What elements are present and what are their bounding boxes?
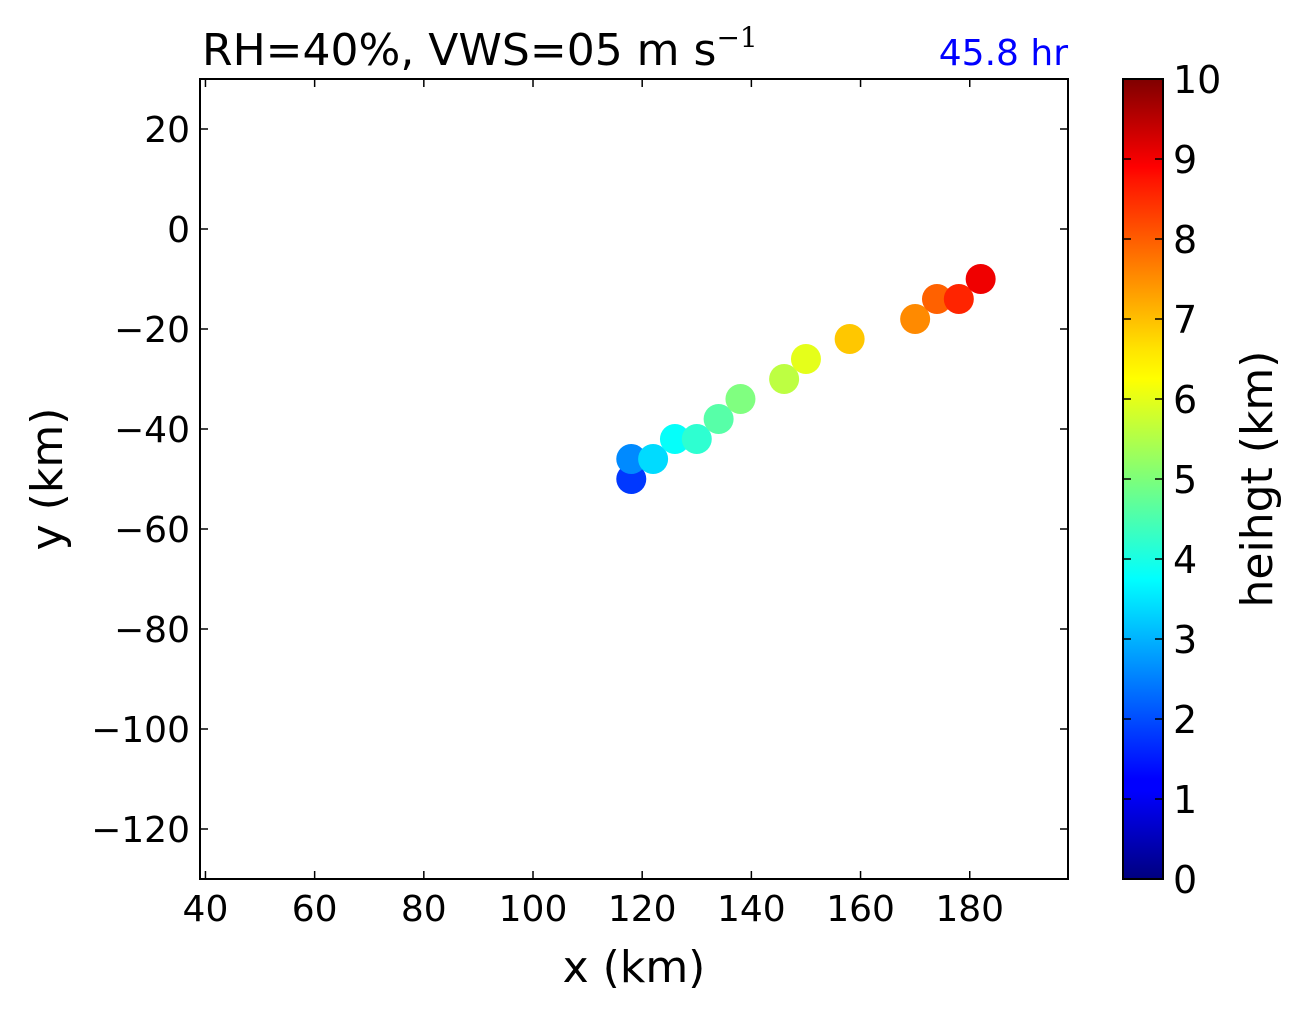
x-tick-label: 140 xyxy=(717,889,786,930)
y-tick-label: −40 xyxy=(114,410,190,451)
x-tick-label: 80 xyxy=(401,889,447,930)
scatter-point xyxy=(769,364,800,394)
scatter-point xyxy=(834,324,865,354)
time-annotation: 45.8 hr xyxy=(939,33,1068,74)
colorbar-label: heihgt (km) xyxy=(1232,351,1283,608)
colorbar-ticks: 0 1 2 3 4 5 6 7 8 9 10 xyxy=(1123,58,1221,902)
colorbar-tick-label: 4 xyxy=(1173,538,1197,582)
chart-title-main: RH=40%, VWS=05 m s xyxy=(202,25,716,76)
y-tick-label: 0 xyxy=(167,210,190,251)
x-axis-label: x (km) xyxy=(563,942,706,993)
scatter-point xyxy=(965,264,996,294)
x-tick-label: 60 xyxy=(292,889,338,930)
colorbar-tick-label: 8 xyxy=(1173,218,1197,262)
colorbar-tick-label: 10 xyxy=(1173,58,1221,102)
scatter-point xyxy=(921,284,952,314)
x-tick-label: 40 xyxy=(183,889,229,930)
scatter-point xyxy=(616,444,647,474)
x-tick-label: 180 xyxy=(935,889,1004,930)
x-axis-ticks: 40 60 80 100 120 140 160 180 xyxy=(183,79,1004,930)
scatter-point xyxy=(790,344,821,374)
colorbar-tick-label: 3 xyxy=(1173,618,1197,662)
y-tick-label: 20 xyxy=(144,110,190,151)
scatter-point xyxy=(900,304,931,334)
colorbar-tick-label: 6 xyxy=(1173,378,1197,422)
colorbar-tick-label: 9 xyxy=(1173,138,1197,182)
x-tick-label: 120 xyxy=(608,889,677,930)
scatter-point xyxy=(943,284,974,314)
colorbar-tick-label: 1 xyxy=(1173,778,1197,822)
scatter-point xyxy=(681,424,712,454)
y-axis-label: y (km) xyxy=(22,408,73,551)
x-tick-label: 100 xyxy=(499,889,568,930)
colorbar-tick-label: 2 xyxy=(1173,698,1197,742)
y-tick-label: −60 xyxy=(114,510,190,551)
y-tick-label: −80 xyxy=(114,610,190,651)
y-tick-label: −100 xyxy=(91,710,190,751)
plot-frame xyxy=(199,78,1069,880)
scatter-points xyxy=(616,264,996,494)
scatter-point xyxy=(725,384,756,414)
colorbar-tick-label: 7 xyxy=(1173,298,1197,342)
scatter-point xyxy=(703,404,734,434)
y-axis-ticks: 20 0 −20 −40 −60 −80 −100 −120 xyxy=(91,110,1068,851)
y-tick-label: −120 xyxy=(91,810,190,851)
scatter-point xyxy=(638,444,669,474)
scatter-point xyxy=(659,424,690,454)
y-tick-label: −20 xyxy=(114,310,190,351)
colorbar-tick-label: 0 xyxy=(1173,858,1197,902)
x-tick-label: 160 xyxy=(826,889,895,930)
chart-title-superscript: −1 xyxy=(716,21,757,54)
colorbar-tick-label: 5 xyxy=(1173,458,1197,502)
chart-title: RH=40%, VWS=05 m s−1 xyxy=(202,21,758,76)
